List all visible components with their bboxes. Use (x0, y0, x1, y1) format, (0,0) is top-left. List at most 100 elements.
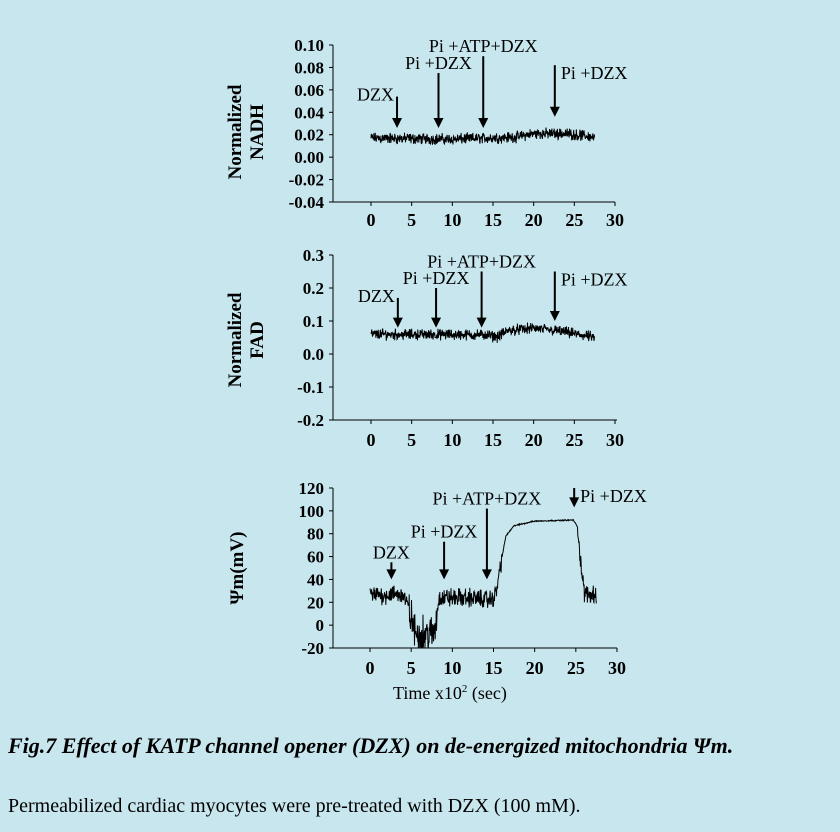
y-tick-label: -0.1 (297, 378, 324, 397)
annotation-arrow: Pi +DZX (549, 270, 628, 321)
xlabel-unit: (sec) (467, 683, 507, 703)
annotation-label: Pi +DZX (561, 63, 628, 83)
x-tick-label: 15 (484, 430, 502, 450)
ylabel-psim: Ψm(mV) (227, 468, 249, 668)
y-tick-label: 0.1 (303, 312, 324, 331)
y-tick-label: 40 (307, 570, 324, 589)
arrow-head-icon (549, 106, 560, 117)
x-tick-label: 20 (525, 430, 543, 450)
xlabel-time: Time x102 (sec) (393, 683, 507, 704)
y-tick-label: 120 (299, 479, 325, 498)
arrow-head-icon (478, 117, 489, 128)
y-tick-label: 0.04 (294, 103, 324, 122)
annotation-label: Pi +DZX (403, 268, 470, 288)
y-tick-label: -0.2 (297, 411, 324, 430)
x-tick-label: 15 (485, 658, 503, 678)
x-tick-label: 0 (367, 210, 376, 230)
annotation-arrow: Pi +DZX (411, 522, 478, 580)
annotation-label: DZX (373, 542, 410, 562)
x-tick-label: 30 (608, 658, 626, 678)
ylabel-line1: Ψm(mV) (227, 531, 248, 605)
y-tick-label: 60 (307, 548, 324, 567)
annotation-arrow: Pi +ATP+DZX (432, 489, 541, 580)
series-trace (370, 322, 595, 343)
xlabel-text: Time x10 (393, 683, 462, 703)
annotation-label: Pi +DZX (405, 53, 472, 73)
x-tick-label: 0 (366, 658, 375, 678)
ylabel-line2: NADH (247, 104, 268, 160)
x-tick-label: 5 (407, 430, 416, 450)
ylabel-line1: Normalized (225, 292, 246, 388)
y-tick-label: 0.10 (294, 36, 324, 55)
y-tick-label: 0.00 (294, 148, 324, 167)
series-trace (369, 518, 597, 649)
x-tick-label: 30 (606, 430, 624, 450)
x-tick-label: 30 (606, 210, 624, 230)
annotation-label: DZX (357, 85, 394, 105)
annotation-label: Pi +ATP+DZX (429, 36, 538, 56)
annotation-label: Pi +ATP+DZX (427, 252, 536, 272)
y-tick-label: 0.2 (303, 279, 324, 298)
y-tick-label: 0.08 (294, 58, 324, 77)
x-tick-label: 0 (367, 430, 376, 450)
y-tick-label: 0 (316, 616, 325, 635)
arrow-head-icon (392, 317, 403, 328)
y-tick-label: -0.02 (289, 171, 324, 190)
annotation-arrow: DZX (357, 85, 403, 128)
ylabel-line2: FAD (247, 321, 268, 359)
x-tick-label: 10 (443, 210, 461, 230)
annotation-arrow: Pi +DZX (405, 53, 472, 128)
arrow-head-icon (476, 317, 487, 328)
arrow-head-icon (481, 569, 492, 580)
arrow-head-icon (549, 311, 560, 321)
x-tick-label: 5 (407, 210, 416, 230)
panel-0: 0.10 0.08 0.06 0.04 0.02 0.00 -0.02 -0.04 0 5 10 15… (289, 36, 628, 230)
x-tick-label: 20 (525, 210, 543, 230)
arrow-head-icon (386, 569, 397, 580)
xlabel-sup: 2 (461, 683, 468, 695)
x-tick-label: 25 (565, 430, 583, 450)
ylabel-line1: Normalized (225, 84, 246, 180)
arrow-head-icon (431, 317, 442, 328)
x-tick-label: 25 (567, 658, 585, 678)
arrow-head-icon (439, 569, 450, 580)
y-tick-label: 80 (307, 525, 324, 544)
annotation-label: Pi +DZX (561, 270, 628, 290)
ylabel-nadh: Normalized NADH (225, 32, 269, 232)
annotation-arrow: Pi +DZX (569, 486, 647, 508)
x-tick-label: 25 (565, 210, 583, 230)
annotation-arrow: Pi +ATP+DZX (429, 36, 538, 128)
caption-body: Permeabilized cardiac myocytes were pre-… (8, 795, 581, 817)
ylabel-fad: Normalized FAD (225, 240, 269, 440)
x-tick-label: 5 (407, 658, 416, 678)
arrow-head-icon (569, 497, 580, 508)
annotation-arrow: Pi +DZX (403, 268, 470, 328)
annotation-label: DZX (358, 286, 395, 306)
annotation-label: Pi +ATP+DZX (432, 489, 541, 509)
y-tick-label: 100 (299, 502, 325, 521)
y-tick-label: -0.04 (289, 193, 325, 212)
x-tick-label: 10 (443, 658, 461, 678)
annotation-arrow: Pi +DZX (549, 63, 628, 117)
caption-title: Fig.7 Effect of KATP channel opener (DZX… (8, 733, 734, 758)
y-tick-label: 0.3 (303, 246, 324, 265)
y-tick-label: 0.06 (294, 81, 324, 100)
y-tick-label: 0.0 (303, 345, 324, 364)
annotation-arrow: Pi +ATP+DZX (427, 252, 536, 328)
x-tick-label: 20 (526, 658, 544, 678)
panel-1: 0.3 0.2 0.1 0.0 -0.1 -0.2 0 5 10 15 20 25 30 DZX Pi +D… (297, 246, 627, 450)
y-tick-label: -20 (301, 639, 324, 658)
annotation-label: Pi +DZX (580, 486, 647, 506)
arrow-head-icon (433, 117, 444, 128)
arrow-head-icon (392, 117, 403, 128)
x-tick-label: 10 (443, 430, 461, 450)
x-tick-label: 15 (484, 210, 502, 230)
y-tick-label: 20 (307, 593, 324, 612)
y-tick-label: 0.02 (294, 126, 324, 145)
annotation-arrow: DZX (373, 542, 410, 580)
series-trace (370, 127, 595, 146)
annotation-arrow: DZX (358, 286, 403, 328)
annotation-label: Pi +DZX (411, 522, 478, 542)
